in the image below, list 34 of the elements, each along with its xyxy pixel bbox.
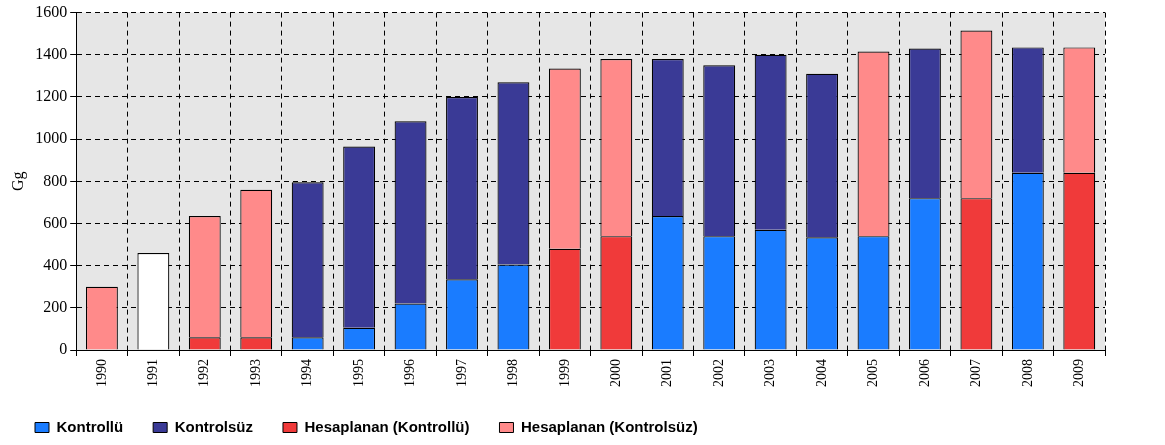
y-tick-label: 800 bbox=[43, 171, 68, 189]
x-tick-label: 1990 bbox=[93, 359, 109, 387]
y-axis-title: Gg bbox=[8, 171, 27, 192]
y-tick-label: 0 bbox=[59, 340, 68, 358]
x-tick-label: 1995 bbox=[350, 359, 366, 387]
x-tick-label: 2005 bbox=[865, 359, 881, 387]
legend-label: Kontrolsüz bbox=[174, 417, 253, 435]
x-tick-label: 2007 bbox=[968, 359, 984, 387]
x-tick-label: 2009 bbox=[1070, 359, 1086, 387]
y-tick-label: 1000 bbox=[35, 129, 68, 147]
y-tick-label: 1600 bbox=[35, 2, 68, 20]
y-tick-label: 400 bbox=[43, 255, 68, 273]
x-tick-label: 1998 bbox=[505, 359, 521, 387]
x-tick-label: 2003 bbox=[762, 359, 778, 387]
y-tick-label: 1200 bbox=[35, 87, 68, 105]
x-tick-label: 1993 bbox=[247, 359, 263, 387]
legend-label: Hesaplanan (Kontrolsüz) bbox=[520, 417, 698, 435]
x-tick-label: 1997 bbox=[453, 359, 469, 387]
y-tick-label: 600 bbox=[43, 213, 68, 231]
legend-label: Hesaplanan (Kontrollü) bbox=[304, 417, 470, 435]
x-tick-label: 2000 bbox=[607, 359, 623, 387]
y-tick-label: 1400 bbox=[35, 44, 68, 62]
x-tick-label: 1999 bbox=[556, 359, 572, 387]
x-tick-label: 2008 bbox=[1019, 359, 1035, 387]
x-tick-label: 2006 bbox=[916, 359, 932, 387]
x-tick-label: 1991 bbox=[145, 359, 161, 387]
x-tick-label: 2004 bbox=[813, 359, 829, 387]
x-tick-label: 1992 bbox=[196, 359, 212, 387]
x-tick-label: 2001 bbox=[659, 359, 675, 387]
x-tick-label: 1996 bbox=[402, 359, 418, 387]
legend-label: Kontrollü bbox=[56, 417, 124, 435]
y-tick-label: 200 bbox=[43, 298, 68, 316]
x-tick-label: 1994 bbox=[299, 359, 315, 387]
x-tick-label: 2002 bbox=[710, 359, 726, 387]
